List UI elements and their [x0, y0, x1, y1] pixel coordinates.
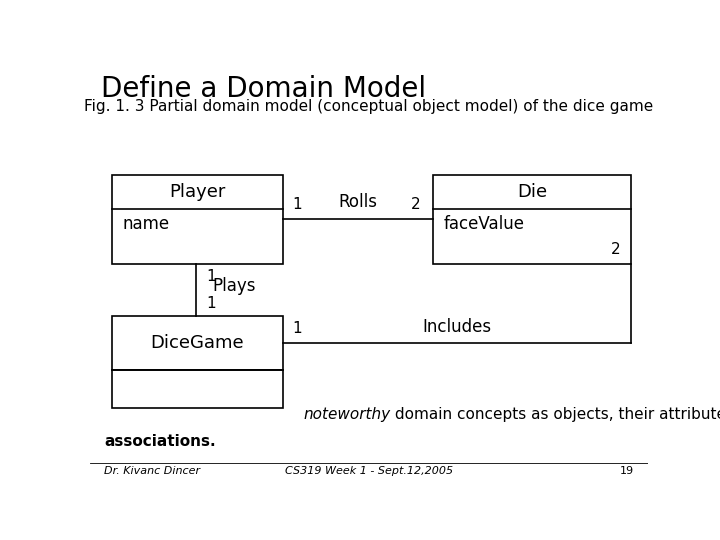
- Text: Dr. Kivanc Dincer: Dr. Kivanc Dincer: [104, 465, 200, 476]
- Text: 19: 19: [620, 465, 634, 476]
- Text: CS319 Week 1 - Sept.12,2005: CS319 Week 1 - Sept.12,2005: [285, 465, 453, 476]
- Bar: [112, 175, 282, 265]
- Text: Includes: Includes: [423, 318, 492, 336]
- Text: Rolls: Rolls: [338, 193, 377, 211]
- Text: Fig. 1. 3 Partial domain model (conceptual object model) of the dice game: Fig. 1. 3 Partial domain model (conceptu…: [84, 99, 654, 114]
- Text: 2: 2: [411, 197, 421, 212]
- Text: name: name: [122, 215, 169, 233]
- Text: Plays: Plays: [213, 277, 256, 295]
- Text: 1: 1: [206, 269, 216, 285]
- Text: domain concepts as objects, their attributes, and: domain concepts as objects, their attrib…: [390, 407, 720, 422]
- Bar: [112, 316, 282, 370]
- Bar: [112, 370, 282, 408]
- Text: Die: Die: [517, 183, 547, 201]
- Text: 1: 1: [292, 321, 302, 336]
- Text: 1: 1: [206, 296, 216, 312]
- Text: noteworthy: noteworthy: [303, 407, 390, 422]
- Text: faceValue: faceValue: [444, 215, 524, 233]
- Text: DiceGame: DiceGame: [150, 334, 244, 353]
- Bar: [433, 175, 631, 265]
- Text: Player: Player: [169, 183, 225, 201]
- Text: 2: 2: [611, 242, 620, 257]
- Text: 1: 1: [292, 197, 302, 212]
- Text: associations.: associations.: [104, 434, 215, 449]
- Text: Define a Domain Model: Define a Domain Model: [101, 75, 426, 103]
